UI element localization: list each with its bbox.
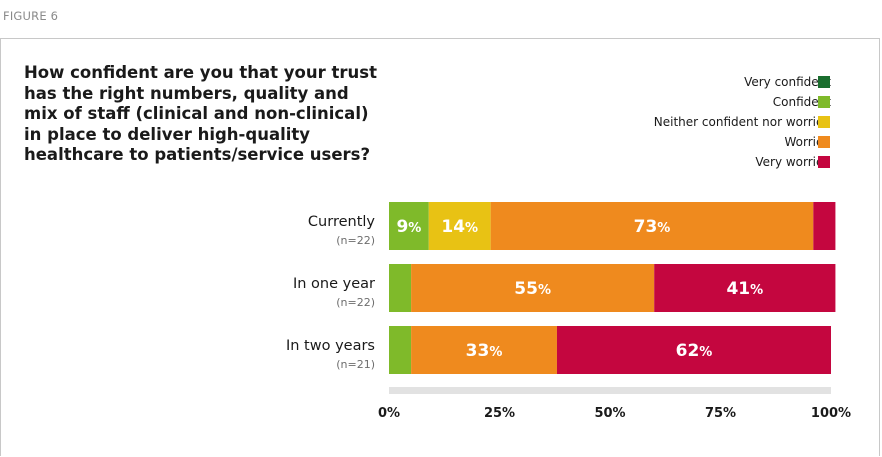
x-tick-label: 100% bbox=[811, 406, 851, 421]
bar-segment bbox=[389, 202, 429, 250]
bar-segment bbox=[389, 264, 412, 312]
data-label: 41% bbox=[726, 279, 763, 299]
bar-segment bbox=[411, 326, 557, 374]
bar-segment bbox=[411, 264, 655, 312]
legend-swatch-3 bbox=[818, 116, 830, 128]
category-label: Currently bbox=[307, 214, 375, 230]
legend-swatch-2 bbox=[818, 96, 830, 108]
bar-segment bbox=[556, 326, 831, 374]
bar-segment bbox=[813, 202, 836, 250]
x-axis-band bbox=[389, 387, 831, 394]
data-label: 33% bbox=[466, 341, 503, 361]
legend-label-2: Confident bbox=[772, 95, 831, 109]
legend-swatch-5 bbox=[818, 156, 830, 168]
bar-segment bbox=[389, 326, 412, 374]
x-tick-label: 50% bbox=[594, 406, 625, 421]
figure-panel bbox=[0, 38, 880, 456]
figure-label: FIGURE 6 bbox=[3, 9, 59, 23]
category-sample-size: (n=22) bbox=[336, 296, 375, 309]
legend-label-5: Very worried bbox=[755, 155, 831, 169]
x-tick-label: 25% bbox=[484, 406, 515, 421]
bar-segment bbox=[428, 202, 491, 250]
bar-segment bbox=[490, 202, 814, 250]
category-sample-size: (n=21) bbox=[336, 358, 375, 371]
category-label: In two years bbox=[285, 338, 375, 354]
data-label: 55% bbox=[514, 279, 551, 299]
data-label: 62% bbox=[676, 341, 713, 361]
legend-swatch-4 bbox=[818, 136, 830, 148]
bar-segment bbox=[654, 264, 836, 312]
data-label: 14% bbox=[441, 217, 478, 237]
x-tick-label: 0% bbox=[378, 406, 400, 421]
legend-label-3: Neither confident nor worried bbox=[653, 115, 831, 129]
category-sample-size: (n=22) bbox=[336, 234, 375, 247]
x-tick-label: 75% bbox=[705, 406, 736, 421]
legend-swatch-1 bbox=[818, 76, 830, 88]
legend-label-1: Very confident bbox=[744, 75, 831, 89]
data-label: 9% bbox=[396, 217, 421, 237]
chart-title: How confident are you that your trust ha… bbox=[24, 63, 377, 164]
data-label: 73% bbox=[634, 217, 671, 237]
category-label: In one year bbox=[292, 276, 375, 292]
